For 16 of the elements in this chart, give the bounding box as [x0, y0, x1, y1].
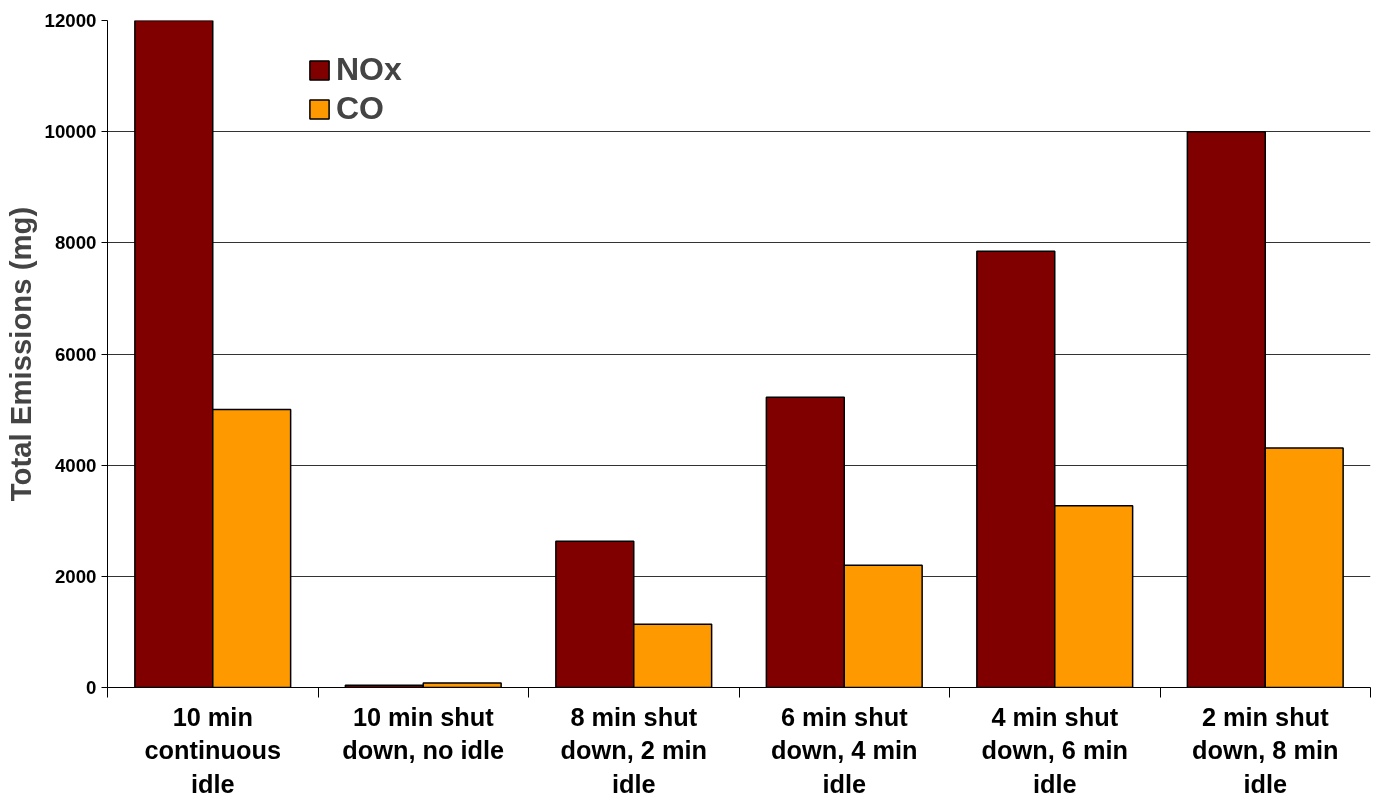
x-tick-label: 4 min shut down, 6 min idle [981, 702, 1128, 798]
x-tick-label: 6 min shut down, 4 min idle [771, 702, 918, 798]
y-tick-label: 4000 [55, 454, 97, 476]
y-tick-label: 0 [86, 677, 97, 698]
x-tick-label: 10 min continuous idle [144, 702, 281, 798]
y-tick-label: 8000 [55, 232, 97, 254]
y-tick-label: 12000 [44, 10, 97, 31]
legend-label: NOx [336, 51, 402, 88]
x-tick-label: 10 min shut down, no idle [342, 702, 505, 765]
x-tick-label: 2 min shut down, 8 min idle [1192, 702, 1339, 798]
y-tick-label: 6000 [55, 343, 97, 365]
y-tick-label: 2000 [55, 565, 97, 587]
x-tick-label: 8 min shut down, 2 min idle [560, 702, 707, 798]
y-tick-label: 10000 [44, 121, 97, 143]
y-axis-title: Total Emissions (mg) [3, 206, 37, 502]
legend-label: CO [336, 90, 384, 127]
